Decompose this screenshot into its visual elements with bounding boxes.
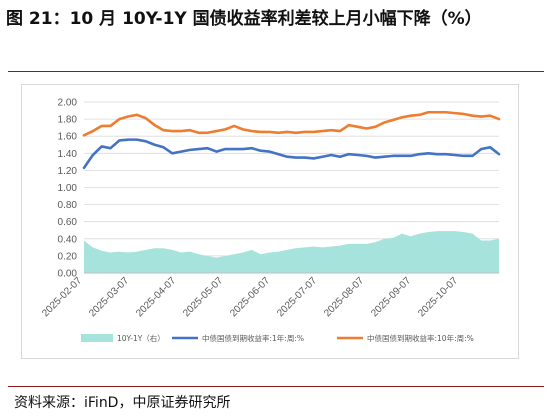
series-line-10y [82,110,501,137]
source-note: 资料来源：iFinD，中原证券研究所 [14,395,231,411]
source-divider [8,386,544,387]
x-tick-label: 2025-05-07 [181,275,225,319]
chart: 0.00 0.20 0.40 0.60 0.80 1.00 1.20 1.40 1.60 1.80… [40,98,501,343]
y-axis: 0.00 0.20 0.40 0.60 0.80 1.00 1.20 1.40 1.60 1.80… [58,98,78,280]
title-divider [8,71,544,72]
x-tick-label: 2025-10-07 [416,275,460,319]
y-tick-label: 1.00 [58,183,78,194]
y-tick-label: 1.60 [58,132,78,143]
y-tick-label: 1.80 [58,115,78,126]
y-tick-label: 2.00 [58,98,78,109]
legend: 10Y-1Y（右） 中债国债到期收益率:1年:周:% 中债国债到期收益率:10年:周… [81,333,474,343]
x-tick-label: 2025-06-07 [228,275,272,319]
legend-swatch-area [81,334,113,342]
x-tick-label: 2025-09-07 [369,275,413,319]
legend-label: 中债国债到期收益率:10年:周:% [367,333,474,343]
y-tick-label: 0.80 [58,200,78,211]
y-tick-label: 0.60 [58,217,78,228]
y-tick-label: 0.20 [58,251,78,262]
chart-title: 图 21：10 月 10Y-1Y 国债收益率利差较上月小幅下降（%） [6,9,482,29]
series-area-10y-1y [84,231,499,273]
x-tick-label: 2025-03-07 [87,275,131,319]
y-tick-label: 1.20 [58,166,78,177]
x-tick-label: 2025-07-07 [275,275,319,319]
legend-label: 10Y-1Y（右） [117,333,165,343]
x-tick-label: 2025-04-07 [134,275,178,319]
legend-label: 中债国债到期收益率:1年:周:% [202,333,304,343]
y-tick-label: 1.40 [58,149,78,160]
series-line-1y [82,138,501,170]
y-tick-label: 0.00 [58,269,78,280]
x-tick-label: 2025-08-07 [322,275,366,319]
x-tick-label: 2025-02-07 [40,275,84,319]
x-axis: 2025-02-07 2025-03-07 2025-04-07 2025-05-07… [40,275,460,319]
y-tick-label: 0.40 [58,234,78,245]
